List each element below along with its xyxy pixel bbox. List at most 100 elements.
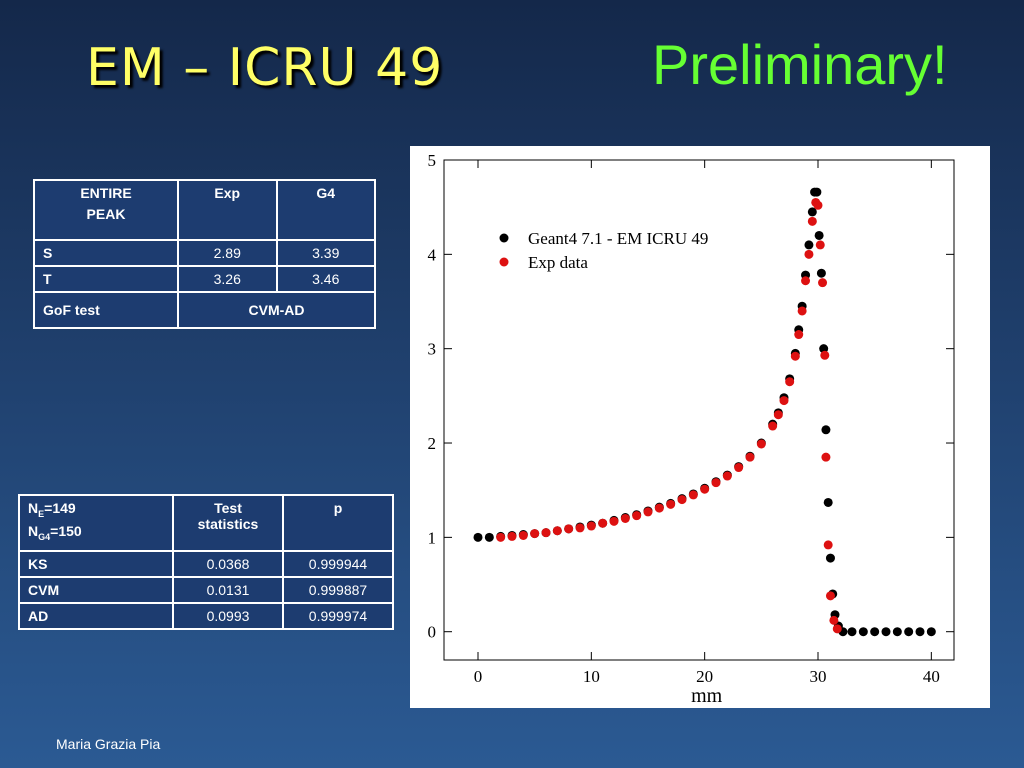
exp-data-point (530, 529, 540, 539)
x-tick-label: 10 (583, 667, 600, 686)
exp-value: 3.26 (177, 265, 278, 293)
exp-data-point (666, 499, 676, 509)
exp-value: 2.89 (177, 239, 278, 267)
legend-marker (499, 233, 509, 243)
exp-data-point (818, 278, 828, 288)
test-statistic: 0.0993 (172, 602, 284, 630)
p-value: 0.999887 (282, 576, 394, 604)
gof-value: CVM-AD (177, 291, 376, 329)
row-label: S (33, 239, 179, 267)
legend-marker (499, 257, 509, 267)
exp-data-point (552, 526, 562, 536)
gof-label: GoF test (33, 291, 179, 329)
exp-data-point (785, 377, 795, 387)
peak-statistics-table: ENTIRE PEAK Exp G4 S 2.89 3.39 T 3.26 3.… (33, 179, 376, 329)
p-value: 0.999944 (282, 550, 394, 578)
exp-data-point (815, 240, 825, 250)
geant4-data-point (823, 497, 833, 507)
exp-data-point (829, 615, 839, 625)
exp-data-point (507, 531, 517, 541)
header-test-statistics: Test statistics (172, 494, 284, 552)
geant4-data-point (814, 230, 824, 240)
geant4-data-point (870, 627, 880, 637)
exp-data-point (541, 528, 551, 538)
exp-data-point (586, 521, 596, 531)
row-label: T (33, 265, 179, 293)
y-tick-label: 1 (428, 528, 437, 547)
test-statistic: 0.0131 (172, 576, 284, 604)
exp-data-point (609, 516, 619, 526)
exp-data-point (804, 249, 814, 259)
geant4-data-point (904, 627, 914, 637)
table-row: CVM 0.0131 0.999887 (18, 576, 394, 604)
header-exp: Exp (177, 179, 278, 241)
test-name: CVM (18, 576, 174, 604)
g4-value: 3.46 (275, 265, 376, 293)
ne-label: NE=149 (28, 500, 76, 519)
exp-data-point (813, 200, 823, 210)
header-entire-label: ENTIRE (80, 185, 132, 201)
exp-data-point (711, 478, 721, 488)
exp-data-point (821, 452, 831, 462)
y-tick-label: 4 (428, 245, 437, 264)
test-name: AD (18, 602, 174, 630)
exp-data-point (820, 350, 830, 360)
table-header-row: NE=149 NG4=150 Test statistics p (18, 494, 394, 552)
exp-data-point (832, 624, 842, 634)
exp-data-point (745, 452, 755, 462)
x-tick-label: 40 (923, 667, 940, 686)
author-footer: Maria Grazia Pia (56, 736, 161, 752)
header-peak-label: PEAK (86, 206, 126, 222)
geant4-data-point (892, 627, 902, 637)
slide-title: EM – ICRU 49 (86, 38, 444, 98)
exp-data-point (807, 216, 817, 226)
header-sample-sizes: NE=149 NG4=150 (18, 494, 174, 552)
legend-label: Geant4 7.1 - EM ICRU 49 (528, 229, 708, 248)
geant4-data-point (915, 627, 925, 637)
exp-data-point (773, 410, 783, 420)
exp-data-point (598, 518, 608, 528)
exp-data-point (768, 421, 778, 431)
exp-data-point (797, 306, 807, 316)
preliminary-label: Preliminary! (652, 33, 948, 96)
exp-data-point (643, 507, 653, 517)
x-tick-label: 20 (696, 667, 713, 686)
table-row: S 2.89 3.39 (33, 239, 376, 267)
chart-svg: 0 10 20 30 40 0 1 2 3 4 5 mm Geant4 7.1 - EM ICRU 49… (428, 151, 955, 707)
exp-data-point (794, 330, 804, 340)
g4-value: 3.39 (275, 239, 376, 267)
exp-data-point (564, 524, 574, 534)
exp-data-point (790, 351, 800, 361)
exp-data-point (620, 513, 630, 523)
plot-frame (443, 159, 955, 661)
geant4-data-point (881, 627, 891, 637)
geant4-data-point (858, 627, 868, 637)
table-row: KS 0.0368 0.999944 (18, 550, 394, 578)
goodness-of-fit-table: NE=149 NG4=150 Test statistics p KS 0.03… (18, 494, 394, 630)
exp-data-point (722, 471, 732, 481)
exp-data-point (632, 511, 642, 521)
p-value: 0.999974 (282, 602, 394, 630)
geant4-data-point (816, 268, 826, 278)
geant4-data-point (821, 425, 831, 435)
x-tick-label: 30 (810, 667, 827, 686)
y-tick-label: 5 (428, 151, 437, 170)
exp-data-point (801, 276, 811, 286)
exp-data-point (496, 532, 506, 542)
test-statistic: 0.0368 (172, 550, 284, 578)
geant4-data-point (807, 207, 817, 217)
geant4-data-point (847, 627, 857, 637)
geant4-data-point (825, 553, 835, 563)
geant4-data-point (812, 187, 822, 197)
table-row: AD 0.0993 0.999974 (18, 602, 394, 630)
exp-data-point (823, 540, 833, 550)
table-header-row: ENTIRE PEAK Exp G4 (33, 179, 376, 241)
exp-data-point (779, 396, 789, 406)
test-name: KS (18, 550, 174, 578)
header-p: p (282, 494, 394, 552)
legend-label: Exp data (528, 253, 588, 272)
geant4-data-point (473, 532, 483, 542)
exp-data-point (825, 591, 835, 601)
y-tick-label: 3 (428, 340, 437, 359)
header-entire-peak: ENTIRE PEAK (33, 179, 179, 241)
